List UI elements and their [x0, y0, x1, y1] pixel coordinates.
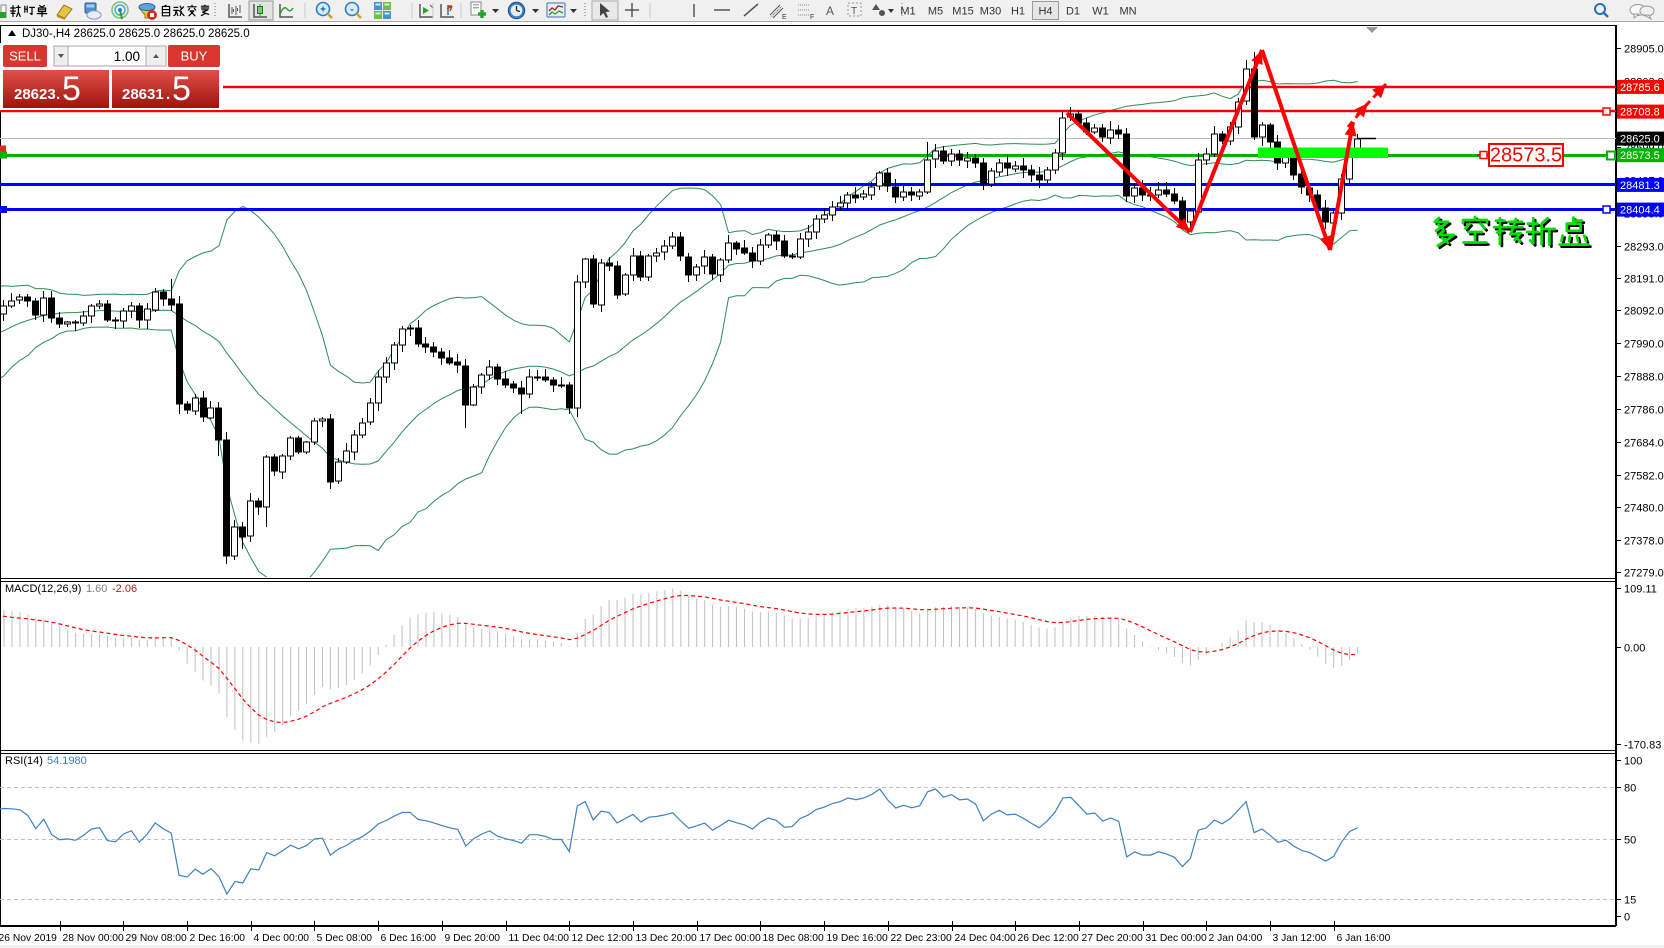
svg-text:T: T	[851, 6, 857, 17]
svg-text:DJ30-,H4 28625.0 28625.0 2862: DJ30-,H4 28625.0 28625.0 28625.0 28625.0	[22, 28, 250, 40]
svg-text:5 Dec 08:00: 5 Dec 08:00	[317, 933, 373, 944]
svg-text:E: E	[782, 14, 787, 21]
svg-text:M5: M5	[928, 6, 943, 18]
svg-text:50: 50	[1624, 835, 1636, 847]
svg-text:27 Dec 20:00: 27 Dec 20:00	[1082, 933, 1144, 944]
svg-text:MACD(12,26,9): MACD(12,26,9)	[5, 583, 81, 595]
svg-text:19 Dec 16:00: 19 Dec 16:00	[827, 933, 889, 944]
svg-text:27582.0: 27582.0	[1624, 471, 1664, 483]
svg-text:27990.0: 27990.0	[1624, 339, 1664, 351]
svg-text:.: .	[56, 86, 60, 103]
svg-text:H4: H4	[1038, 6, 1052, 18]
svg-text:11 Dec 04:00: 11 Dec 04:00	[509, 933, 570, 944]
svg-text:28404.4: 28404.4	[1620, 205, 1660, 217]
svg-text:0.00: 0.00	[1624, 643, 1645, 655]
svg-text:6 Dec 16:00: 6 Dec 16:00	[381, 933, 437, 944]
svg-text:27378.0: 27378.0	[1624, 536, 1664, 548]
svg-text:27480.0: 27480.0	[1624, 503, 1664, 515]
svg-text:M15: M15	[952, 6, 973, 18]
svg-text:28905.0: 28905.0	[1624, 44, 1664, 56]
svg-text:-: -	[350, 5, 353, 16]
svg-text:D1: D1	[1066, 6, 1080, 18]
svg-text:A: A	[826, 4, 834, 18]
svg-text:M1: M1	[900, 6, 915, 18]
svg-text:29 Nov 08:00: 29 Nov 08:00	[126, 933, 188, 944]
svg-text:4 Dec 00:00: 4 Dec 00:00	[254, 933, 310, 944]
svg-text:28092.0: 28092.0	[1624, 306, 1664, 318]
svg-text:17 Dec 00:00: 17 Dec 00:00	[700, 933, 762, 944]
svg-text:28631: 28631	[122, 86, 164, 103]
svg-text:26 Dec 12:00: 26 Dec 12:00	[1018, 933, 1080, 944]
svg-text:BUY: BUY	[181, 49, 208, 64]
svg-text:28623: 28623	[14, 86, 56, 103]
svg-text:.: .	[166, 86, 170, 103]
svg-text:1.60: 1.60	[86, 583, 107, 595]
svg-text:28481.3: 28481.3	[1620, 180, 1660, 192]
svg-text:28191.0: 28191.0	[1624, 274, 1664, 286]
svg-text:26 Nov 2019: 26 Nov 2019	[0, 933, 57, 944]
svg-text:54.1980: 54.1980	[47, 755, 87, 767]
svg-text:+: +	[320, 5, 326, 16]
svg-text:27888.0: 27888.0	[1624, 372, 1664, 384]
svg-text:9 Dec 20:00: 9 Dec 20:00	[445, 933, 501, 944]
svg-text:28 Nov 00:00: 28 Nov 00:00	[63, 933, 125, 944]
svg-text:5: 5	[62, 70, 81, 108]
svg-text:M30: M30	[980, 6, 1001, 18]
svg-text:MN: MN	[1119, 6, 1136, 18]
svg-text:12 Dec 12:00: 12 Dec 12:00	[572, 933, 634, 944]
svg-text:27684.0: 27684.0	[1624, 438, 1664, 450]
svg-text:6 Jan 16:00: 6 Jan 16:00	[1337, 933, 1391, 944]
svg-text:2 Jan 04:00: 2 Jan 04:00	[1209, 933, 1263, 944]
svg-text:109.11: 109.11	[1624, 584, 1657, 596]
svg-text:80: 80	[1624, 783, 1636, 795]
svg-text:13 Dec 20:00: 13 Dec 20:00	[636, 933, 698, 944]
svg-text:31 Dec 00:00: 31 Dec 00:00	[1146, 933, 1208, 944]
svg-text:RSI(14): RSI(14)	[5, 755, 43, 767]
svg-text:15: 15	[1624, 895, 1636, 907]
svg-text:27786.0: 27786.0	[1624, 405, 1664, 417]
svg-text:100: 100	[1624, 756, 1642, 768]
svg-text:28785.6: 28785.6	[1620, 82, 1660, 94]
svg-text:24 Dec 04:00: 24 Dec 04:00	[955, 933, 1017, 944]
svg-text:18 Dec 08:00: 18 Dec 08:00	[763, 933, 825, 944]
svg-text:-170.83: -170.83	[1624, 740, 1661, 752]
svg-text:28293.0: 28293.0	[1624, 242, 1664, 254]
svg-text:0: 0	[1624, 912, 1630, 924]
svg-text:2 Dec 16:00: 2 Dec 16:00	[190, 933, 246, 944]
svg-text:28625.0: 28625.0	[1620, 134, 1660, 146]
svg-text:-2.06: -2.06	[112, 583, 137, 595]
svg-text:3 Jan 12:00: 3 Jan 12:00	[1273, 933, 1327, 944]
svg-text:F: F	[810, 14, 814, 21]
svg-text:28708.8: 28708.8	[1620, 107, 1660, 119]
svg-text:1.00: 1.00	[114, 49, 140, 64]
svg-text:28573.5: 28573.5	[1490, 145, 1562, 167]
svg-text:H1: H1	[1011, 6, 1025, 18]
svg-text:5: 5	[172, 70, 191, 108]
svg-text:W1: W1	[1092, 6, 1109, 18]
svg-text:27279.0: 27279.0	[1624, 568, 1664, 580]
svg-text:28573.5: 28573.5	[1620, 150, 1660, 162]
svg-text:22 Dec 23:00: 22 Dec 23:00	[891, 933, 953, 944]
svg-text:SELL: SELL	[9, 49, 41, 64]
